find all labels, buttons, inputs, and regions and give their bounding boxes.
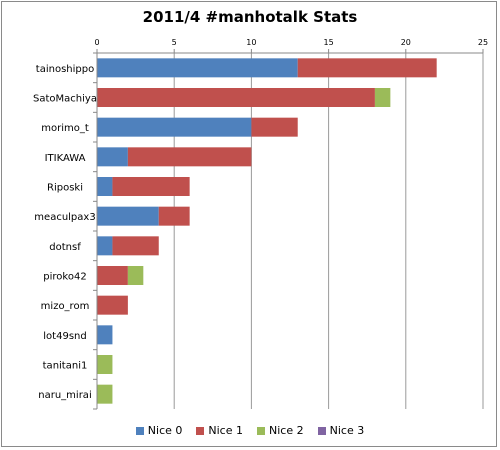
gridlines (173, 53, 484, 409)
bars (97, 58, 437, 404)
bar-nice-1 (158, 206, 190, 226)
legend-label: Nice 0 (147, 424, 183, 437)
category-label: naru_mirai (38, 390, 91, 401)
legend-item: Nice 1 (196, 424, 243, 437)
legend-swatch (257, 426, 265, 435)
category-label: Riposki (47, 183, 83, 194)
legend-label: Nice 3 (329, 424, 365, 437)
bar-nice-0 (97, 58, 298, 78)
x-tick-label: 0 (94, 38, 99, 47)
legend-swatch (196, 426, 205, 435)
category-label: tanitani1 (43, 361, 88, 372)
legend-swatch (135, 426, 144, 435)
category-label: dotnsf (49, 242, 81, 253)
bar-nice-1 (97, 295, 128, 315)
bar-nice-0 (97, 147, 128, 167)
bar-nice-1 (112, 236, 159, 256)
x-tick-label: 15 (324, 38, 334, 47)
category-label: meaculpax3 (34, 212, 95, 223)
category-label: ITIKAWA (45, 153, 86, 164)
bar-nice-1 (97, 88, 375, 107)
bar-nice-0 (97, 236, 113, 256)
bar-nice-0 (97, 177, 113, 196)
bar-nice-2 (97, 384, 113, 404)
x-tick-label: 5 (172, 38, 177, 47)
bar-nice-1 (251, 117, 298, 137)
bar-nice-1 (112, 177, 190, 196)
bar-nice-0 (97, 325, 113, 345)
bar-nice-2 (97, 355, 113, 374)
legend: Nice 0 Nice 1 Nice 2 Nice 3 (0, 424, 500, 437)
category-label: mizo_rom (41, 301, 90, 312)
bar-nice-0 (97, 117, 252, 137)
bar-nice-2 (374, 88, 391, 107)
x-tick-label: 10 (246, 38, 256, 47)
category-label: SatoMachiya (33, 94, 97, 105)
bar-nice-1 (127, 147, 252, 167)
legend-label: Nice 1 (208, 424, 243, 437)
category-label: lot49snd (43, 331, 86, 342)
category-label: morimo_t (41, 123, 89, 134)
bar-nice-1 (297, 58, 437, 78)
x-tick-label: 25 (478, 38, 488, 47)
x-tick-label: 20 (401, 38, 411, 47)
axes: 0 5 10 15 20 25 tainoshippo SatoMachiya morimo_t… (33, 38, 488, 410)
bar-nice-2 (127, 266, 144, 285)
legend-label: Nice 2 (269, 424, 304, 437)
bar-nice-0 (97, 206, 159, 226)
legend-item: Nice 3 (317, 424, 365, 437)
legend-item: Nice 0 (135, 424, 183, 437)
legend-swatch (317, 426, 326, 435)
category-label: tainoshippo (36, 64, 94, 75)
category-label: piroko42 (43, 272, 86, 283)
bar-nice-1 (97, 266, 128, 285)
chart-title: 2011/4 #manhotalk Stats (142, 8, 358, 26)
legend-item: Nice 2 (257, 424, 304, 437)
